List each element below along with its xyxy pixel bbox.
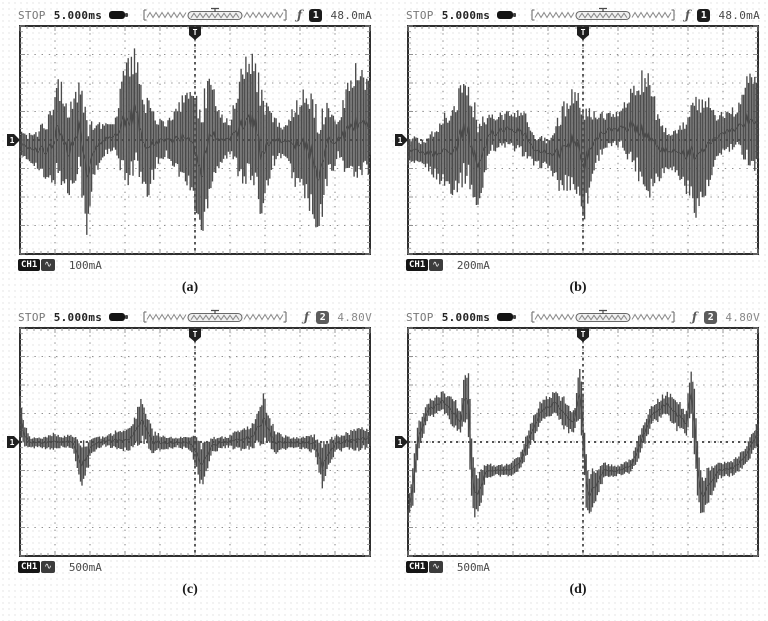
timebase-value: 5.000ms — [53, 310, 103, 324]
scope-screen: T1 — [395, 25, 759, 255]
trigger-source-badge: 2 — [316, 310, 330, 324]
svg-text:1: 1 — [10, 136, 15, 145]
trigger-edge-icon: ƒ — [296, 8, 303, 22]
trigger-level-value: 4.80V — [337, 310, 372, 324]
horizontal-position-indicator — [531, 309, 675, 323]
acquisition-status: STOP — [406, 8, 434, 22]
subfigure-caption-a: (a) — [181, 280, 199, 295]
trigger-edge-icon: ƒ — [684, 8, 691, 22]
svg-text:T: T — [581, 28, 586, 37]
vertical-scale-value: 200mA — [456, 258, 490, 272]
scope-header: STOP 5.000ms ƒ 1 48.0mA — [6, 4, 374, 24]
trigger-source-badge: 2 — [704, 310, 718, 324]
horizontal-position-indicator — [143, 309, 287, 323]
timebase-value: 5.000ms — [53, 8, 103, 22]
channel-label-badge: CH1 — [18, 259, 41, 271]
scope-header: STOP 5.000ms ƒ 2 4.80V — [394, 306, 762, 326]
trigger-level-value: 48.0mA — [718, 8, 760, 22]
scope-header: STOP 5.000ms ƒ 1 48.0mA — [394, 4, 762, 24]
coupling-icon: ∿ — [41, 259, 55, 271]
scope-header: STOP 5.000ms ƒ 2 4.80V — [6, 306, 374, 326]
trigger-source-badge: 1 — [309, 8, 323, 22]
scope-footer: CH1 ∿ 500mA — [394, 558, 762, 576]
scope-screen: T1 — [395, 327, 759, 557]
channel-label-badge: CH1 — [18, 561, 41, 573]
acquisition-status: STOP — [18, 310, 46, 324]
horizontal-position-indicator — [531, 7, 675, 21]
coupling-icon: ∿ — [429, 561, 443, 573]
trigger-level-value: 48.0mA — [330, 8, 372, 22]
timebase-value: 5.000ms — [441, 310, 491, 324]
svg-text:1: 1 — [10, 438, 15, 447]
scope-footer: CH1 ∿ 200mA — [394, 256, 762, 274]
coupling-icon: ∿ — [41, 561, 55, 573]
subfigure-caption-d: (d) — [569, 582, 587, 597]
trigger-edge-icon: ƒ — [303, 310, 310, 324]
subfigure-caption-b: (b) — [569, 280, 587, 295]
channel-label-badge: CH1 — [406, 259, 429, 271]
battery-icon — [497, 11, 517, 19]
scope-screen: T1 — [7, 25, 371, 255]
acquisition-status: STOP — [18, 8, 46, 22]
battery-icon — [497, 313, 517, 321]
vertical-scale-value: 100mA — [68, 258, 102, 272]
svg-text:1: 1 — [398, 438, 403, 447]
coupling-icon: ∿ — [429, 259, 443, 271]
battery-icon — [109, 11, 129, 19]
battery-icon — [109, 313, 129, 321]
svg-text:T: T — [193, 330, 198, 339]
scope-footer: CH1 ∿ 500mA — [6, 558, 374, 576]
scope-screen: T1 — [7, 327, 371, 557]
channel-label-badge: CH1 — [406, 561, 429, 573]
acquisition-status: STOP — [406, 310, 434, 324]
vertical-scale-value: 500mA — [68, 560, 102, 574]
vertical-scale-value: 500mA — [456, 560, 490, 574]
svg-text:1: 1 — [398, 136, 403, 145]
svg-text:T: T — [581, 330, 586, 339]
trigger-edge-icon: ƒ — [691, 310, 698, 324]
svg-text:T: T — [193, 28, 198, 37]
scope-footer: CH1 ∿ 100mA — [6, 256, 374, 274]
trigger-level-value: 4.80V — [725, 310, 760, 324]
timebase-value: 5.000ms — [441, 8, 491, 22]
subfigure-caption-c: (c) — [182, 582, 198, 597]
horizontal-position-indicator — [143, 7, 287, 21]
trigger-source-badge: 1 — [697, 8, 711, 22]
